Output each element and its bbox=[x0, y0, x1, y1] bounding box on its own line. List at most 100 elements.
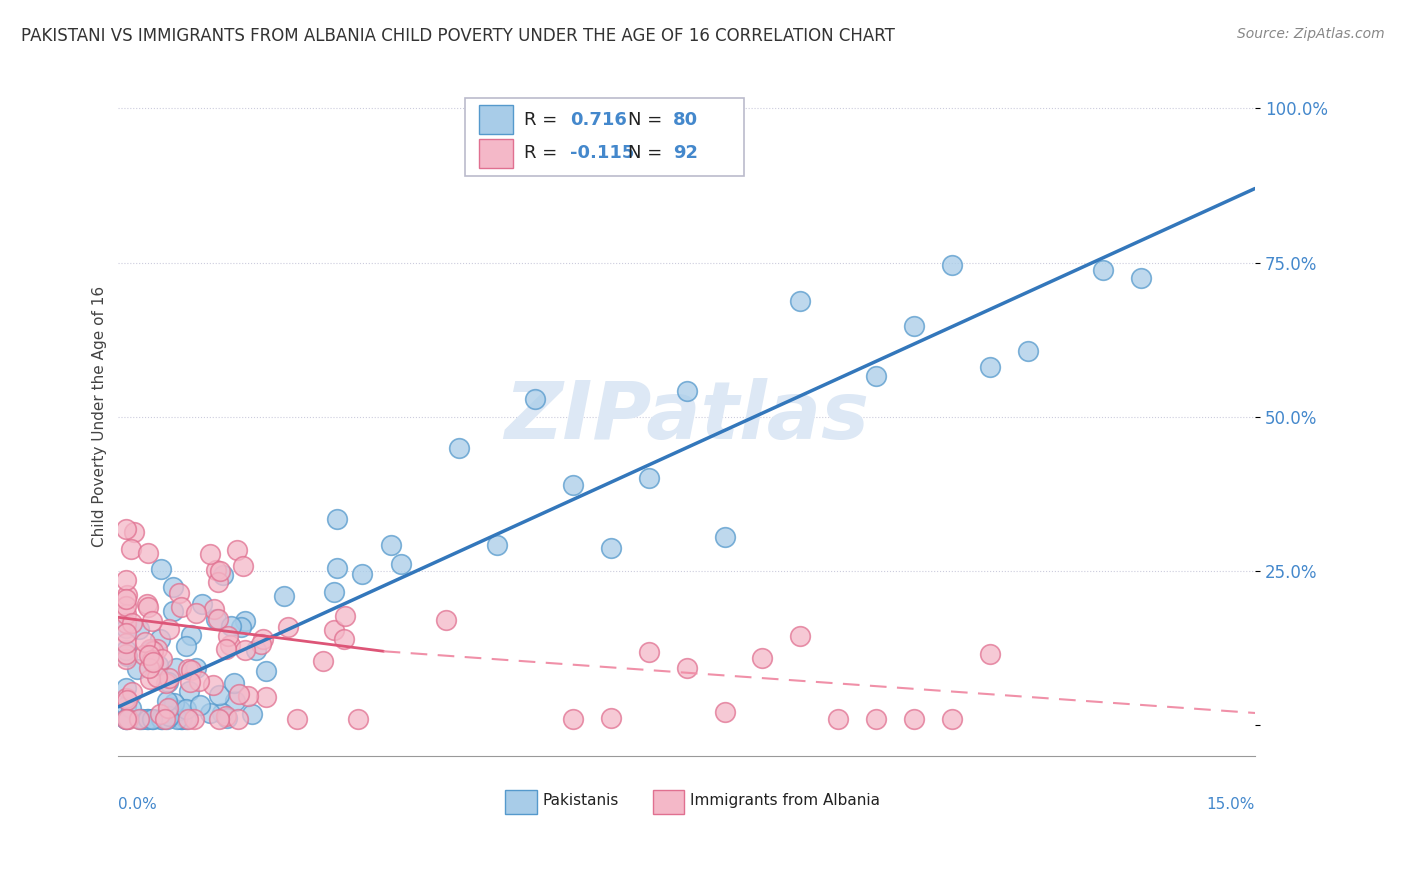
Point bbox=[141, 614, 163, 628]
Point bbox=[188, 698, 211, 712]
Point bbox=[150, 651, 173, 665]
Point bbox=[160, 700, 183, 714]
Point bbox=[941, 712, 963, 726]
Point bbox=[142, 712, 165, 726]
Text: 0.0%: 0.0% bbox=[118, 797, 157, 812]
Point bbox=[115, 712, 138, 726]
FancyBboxPatch shape bbox=[652, 790, 685, 814]
Point bbox=[136, 597, 159, 611]
Text: 15.0%: 15.0% bbox=[1206, 797, 1256, 812]
Point bbox=[333, 632, 356, 647]
Point bbox=[134, 635, 156, 649]
Point bbox=[225, 543, 247, 558]
Point bbox=[186, 606, 208, 620]
Point bbox=[135, 712, 157, 726]
Point bbox=[163, 696, 186, 710]
Point bbox=[637, 644, 659, 658]
Text: N =: N = bbox=[627, 111, 668, 128]
Point bbox=[157, 671, 180, 685]
Point bbox=[170, 599, 193, 614]
Point bbox=[142, 644, 165, 658]
Point bbox=[252, 632, 274, 646]
Point bbox=[174, 639, 197, 653]
Point bbox=[117, 712, 139, 726]
Point bbox=[165, 661, 187, 675]
Point bbox=[827, 712, 849, 726]
Point bbox=[157, 674, 180, 689]
Point bbox=[170, 712, 193, 726]
Point bbox=[115, 607, 138, 621]
Text: R =: R = bbox=[524, 111, 564, 128]
Point bbox=[191, 598, 214, 612]
Point bbox=[389, 558, 412, 572]
Point bbox=[979, 360, 1001, 375]
Point bbox=[121, 616, 143, 631]
Point bbox=[346, 712, 368, 726]
Point bbox=[121, 684, 143, 698]
Point bbox=[183, 712, 205, 726]
Point bbox=[562, 712, 585, 726]
Point bbox=[207, 612, 229, 626]
Point bbox=[211, 706, 233, 720]
Point bbox=[562, 477, 585, 491]
Point bbox=[322, 584, 344, 599]
Point bbox=[325, 512, 347, 526]
Point bbox=[979, 648, 1001, 662]
Point bbox=[224, 693, 246, 707]
Point bbox=[138, 642, 160, 657]
Point bbox=[177, 662, 200, 676]
Point bbox=[434, 614, 457, 628]
Point bbox=[250, 637, 273, 651]
Text: 0.716: 0.716 bbox=[569, 111, 627, 128]
Point bbox=[335, 609, 357, 624]
Text: ZIPatlas: ZIPatlas bbox=[505, 378, 869, 456]
Point bbox=[146, 670, 169, 684]
Point bbox=[157, 708, 180, 723]
Point bbox=[205, 563, 228, 577]
Point bbox=[713, 530, 735, 544]
Point bbox=[751, 651, 773, 665]
Point bbox=[156, 712, 179, 726]
Point bbox=[207, 574, 229, 589]
Point bbox=[136, 546, 159, 560]
Point bbox=[117, 692, 139, 706]
Point bbox=[162, 604, 184, 618]
Point bbox=[115, 690, 138, 705]
Point bbox=[312, 655, 335, 669]
Text: 92: 92 bbox=[673, 145, 699, 162]
Point bbox=[205, 612, 228, 626]
Point bbox=[139, 673, 162, 687]
Point bbox=[174, 712, 197, 726]
Point bbox=[115, 592, 138, 607]
Point bbox=[115, 615, 138, 630]
Point bbox=[233, 614, 256, 628]
Point bbox=[524, 392, 547, 406]
Point bbox=[226, 712, 249, 726]
Point bbox=[222, 675, 245, 690]
Point bbox=[212, 568, 235, 582]
Text: PAKISTANI VS IMMIGRANTS FROM ALBANIA CHILD POVERTY UNDER THE AGE OF 16 CORRELATI: PAKISTANI VS IMMIGRANTS FROM ALBANIA CHI… bbox=[21, 27, 896, 45]
Point bbox=[201, 678, 224, 692]
Point bbox=[231, 620, 253, 634]
Point bbox=[865, 712, 887, 726]
Y-axis label: Child Poverty Under the Age of 16: Child Poverty Under the Age of 16 bbox=[93, 286, 107, 548]
Point bbox=[115, 643, 138, 657]
Point bbox=[115, 681, 138, 695]
Point bbox=[236, 690, 259, 704]
Point bbox=[136, 599, 159, 614]
Point bbox=[941, 259, 963, 273]
Point bbox=[177, 683, 200, 698]
Point bbox=[134, 648, 156, 662]
Point bbox=[637, 471, 659, 485]
Point bbox=[350, 567, 373, 582]
Point bbox=[380, 538, 402, 552]
Point bbox=[115, 599, 138, 614]
Point bbox=[215, 709, 238, 723]
FancyBboxPatch shape bbox=[478, 139, 513, 168]
Point bbox=[121, 542, 143, 557]
Point bbox=[713, 705, 735, 719]
Point bbox=[149, 562, 172, 576]
Point bbox=[273, 590, 295, 604]
Point bbox=[115, 621, 138, 635]
Point bbox=[146, 642, 169, 657]
